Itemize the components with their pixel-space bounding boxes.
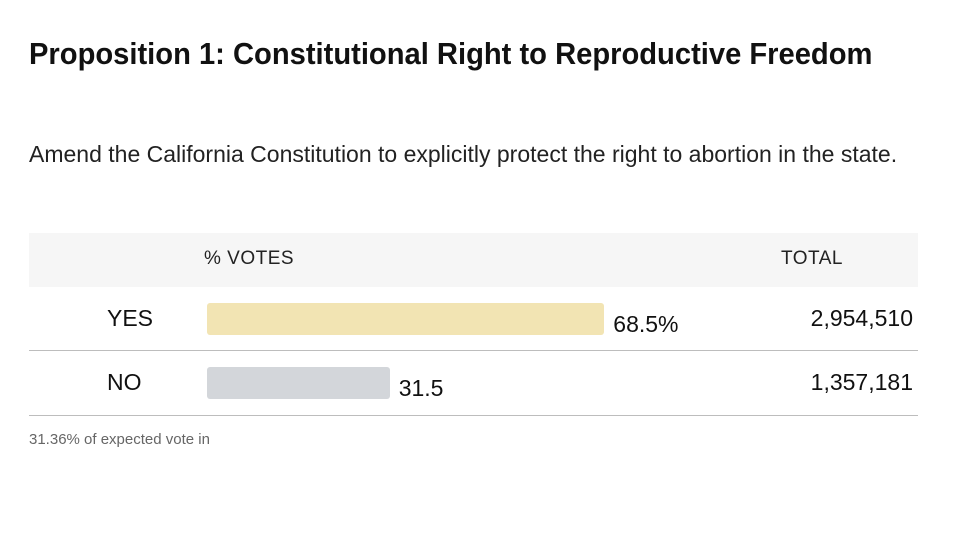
vote-percent-yes: 68.5% <box>613 311 679 337</box>
vote-bar-no <box>207 367 390 399</box>
results-table: % VOTES TOTAL YES 68.5% 2,954,510 NO 31.… <box>29 233 918 417</box>
result-row-no: NO 31.5 1,357,181 <box>29 351 918 416</box>
page-title: Proposition 1: Constitutional Right to R… <box>29 36 873 71</box>
vote-percent-no: 31.5 <box>398 375 444 401</box>
table-header: % VOTES TOTAL <box>29 233 918 287</box>
vote-bar-yes <box>207 303 605 335</box>
total-column-header: TOTAL <box>781 248 843 269</box>
vote-total-no: 1,357,181 <box>810 369 913 395</box>
choice-label-no: NO <box>107 369 142 395</box>
choice-label-yes: YES <box>107 305 154 331</box>
votes-column-header: % VOTES <box>204 248 295 269</box>
vote-total-yes: 2,954,510 <box>810 305 913 331</box>
page-subtitle: Amend the California Constitution to exp… <box>29 141 898 167</box>
result-row-yes: YES 68.5% 2,954,510 <box>29 287 918 351</box>
expected-vote-note: 31.36% of expected vote in <box>29 431 210 448</box>
